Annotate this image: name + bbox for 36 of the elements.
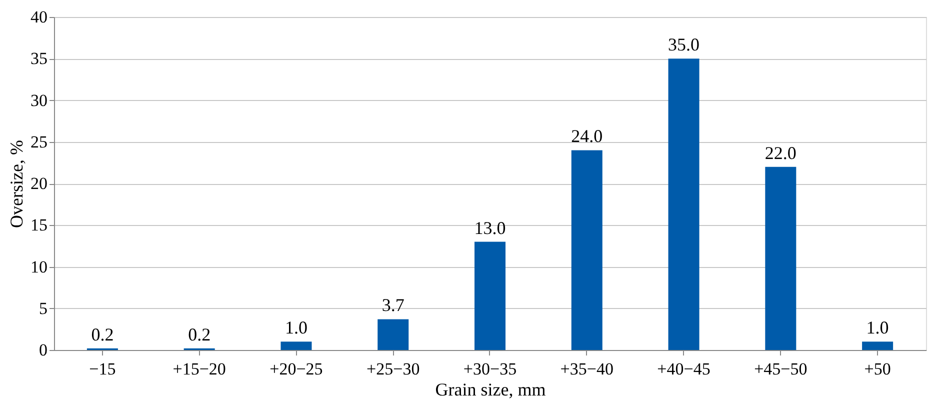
x-tick-label: −15 xyxy=(89,360,116,378)
y-tick-label: 15 xyxy=(30,216,48,235)
y-tick-label: 30 xyxy=(30,90,48,110)
x-axis-title: Grain size, mm xyxy=(435,380,546,400)
data-label: 1.0 xyxy=(866,318,889,338)
y-tick-label: 35 xyxy=(30,49,48,68)
bar xyxy=(668,58,700,350)
bar xyxy=(571,150,602,350)
bar xyxy=(765,166,796,350)
data-label: 22.0 xyxy=(764,142,796,163)
y-tick-label: 20 xyxy=(30,174,48,193)
data-label: 35.0 xyxy=(668,34,700,55)
x-tick-label: +25−30 xyxy=(366,360,420,378)
x-tick-label: +50 xyxy=(864,360,891,378)
data-label: 1.0 xyxy=(284,318,308,338)
y-tick-label: 0 xyxy=(39,340,48,360)
y-tick-label: 5 xyxy=(39,298,48,318)
x-tick-label: +40−45 xyxy=(657,360,710,378)
x-tick-label: +45−50 xyxy=(754,360,808,378)
bar xyxy=(474,242,506,350)
y-tick-label: 25 xyxy=(30,132,48,152)
data-label: 0.2 xyxy=(91,324,114,344)
x-tick-label: +35−40 xyxy=(560,360,614,378)
bar xyxy=(378,319,409,350)
x-tick-label: +20−25 xyxy=(270,360,323,378)
x-tick-label: +15−20 xyxy=(172,360,226,378)
data-label: 3.7 xyxy=(382,295,404,316)
data-label: 0.2 xyxy=(188,324,211,344)
data-label: 24.0 xyxy=(571,126,603,146)
bar xyxy=(280,342,312,350)
x-tick-label: +30−35 xyxy=(463,360,517,378)
y-tick-label: 40 xyxy=(30,8,48,26)
bar xyxy=(862,342,894,350)
y-tick-label: 10 xyxy=(30,257,48,276)
y-axis-title: Oversize, % xyxy=(6,140,26,228)
data-label: 13.0 xyxy=(474,218,506,238)
